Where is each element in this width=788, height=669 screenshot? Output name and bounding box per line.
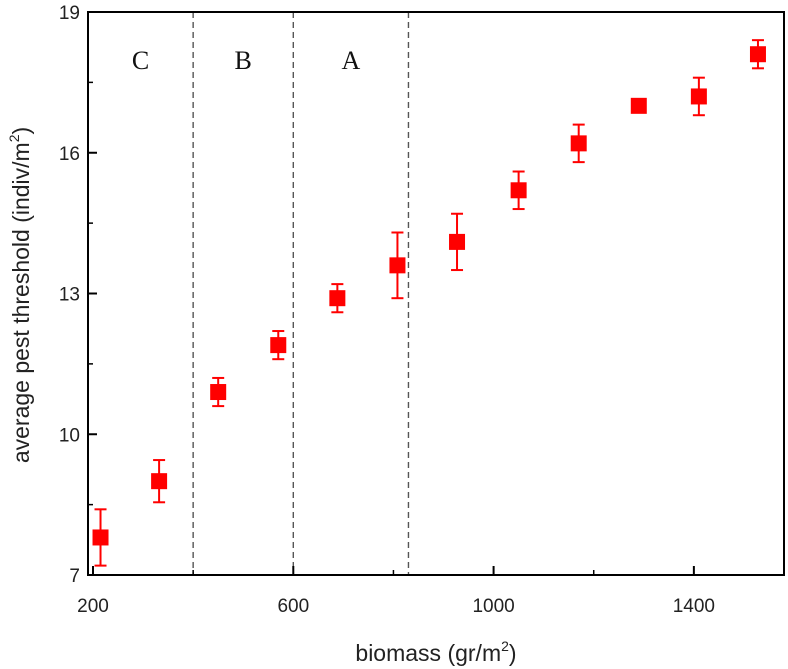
data-point-marker <box>270 337 287 354</box>
data-point-marker <box>92 529 109 546</box>
x-axis-title-end: ) <box>509 640 517 666</box>
data-point-marker <box>749 46 766 63</box>
data-point-marker <box>690 88 707 105</box>
region-label: B <box>235 46 252 75</box>
data-point-marker <box>151 473 168 490</box>
y-tick-label: 13 <box>59 285 80 306</box>
data-point-marker <box>210 384 227 401</box>
y-tick-label: 10 <box>59 425 80 446</box>
data-point-marker <box>510 182 527 199</box>
region-label: A <box>341 46 360 75</box>
plot-frame <box>87 11 785 576</box>
data-point-marker <box>329 290 346 307</box>
region-label: C <box>132 46 149 75</box>
x-tick-label: 600 <box>277 596 309 617</box>
x-axis-title-superscript: 2 <box>501 638 509 654</box>
y-axis-title-text: average pest threshold (indiv/m <box>8 142 34 463</box>
data-point-marker <box>570 135 587 152</box>
x-axis-title-text: biomass (gr/m <box>355 640 501 666</box>
y-axis-title-end: ) <box>8 127 34 135</box>
y-axis-title: average pest threshold (indiv/m2) <box>6 127 34 463</box>
data-point-marker <box>449 233 466 250</box>
y-tick-label: 16 <box>59 144 80 165</box>
data-point-marker <box>389 257 406 274</box>
data-point-marker <box>630 97 647 114</box>
y-tick-label: 7 <box>69 566 80 587</box>
x-tick-label: 1000 <box>472 596 514 617</box>
x-axis-title: biomass (gr/m2) <box>355 638 516 666</box>
x-tick-label: 200 <box>77 596 109 617</box>
y-tick-label: 19 <box>59 3 80 24</box>
y-axis-title-superscript: 2 <box>6 134 22 142</box>
axis-ticks: 200 600 1000 1400 7 10 13 16 19 <box>59 3 715 617</box>
x-tick-label: 1400 <box>673 596 715 617</box>
